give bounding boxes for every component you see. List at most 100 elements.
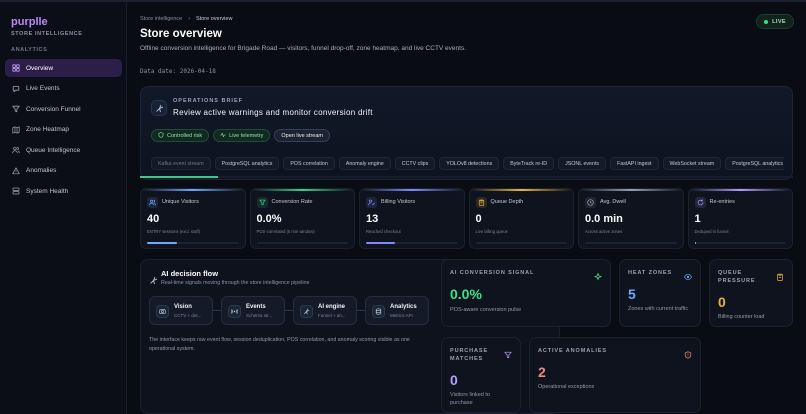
funnel-icon [504,346,512,359]
sidebar-item-label: Conversion Funnel [26,105,81,113]
breadcrumb: Store intelligence › Store overview [140,16,232,22]
metric-label: Unique Visitors [162,199,199,205]
metric-accent-line [250,189,354,191]
brief-progress-track [140,176,793,178]
node-title: AI engine [318,304,346,310]
card-description: Operational exceptions [538,384,595,390]
brand-logo[interactable]: purplle [11,16,48,28]
metric-card-conversion-rate[interactable]: Conversion Rate 0.0% POS-correlated (5 min… [249,188,355,249]
active-anomalies-card: ACTIVE ANOMALIES 2 Operational exception… [529,337,701,413]
sidebar-item-overview[interactable]: Overview [5,59,122,77]
funnel-icon [256,197,268,208]
grid-icon [11,64,20,73]
metric-subtitle: Across active zones [585,229,623,234]
metric-accent-line [360,189,464,191]
sidebar: purplle STORE INTELLIGENCE ANALYTICS Ove… [0,2,127,414]
funnel-icon [11,105,20,114]
metric-progress-track [475,242,567,244]
refresh-icon [694,197,706,208]
card-label: ACTIVE ANOMALIES [538,348,607,354]
eye-icon [684,268,692,280]
controlled-risk-pill[interactable]: Controlled risk [151,129,210,142]
metric-label: Re-entries [709,199,735,205]
metric-subtitle: POS-correlated (5 min window) [256,229,315,234]
node-subtitle: Funnel + an... [318,313,346,318]
page-title: Store overview [140,28,222,40]
clipboard-icon [475,197,487,208]
brief-progress-fill [140,176,219,178]
warning-icon [11,166,20,175]
flow-node-analytics[interactable]: Analytics Metrics API [365,296,429,325]
card-value: 0 [450,372,458,388]
sidebar-item-label: Live Events [26,85,60,92]
sidebar-item-system-health[interactable]: System Health [5,182,122,200]
breadcrumb-root[interactable]: Store intelligence [140,16,183,22]
metric-progress-track [256,242,348,244]
shield-icon [158,131,164,140]
tech-tag: Kafka event stream [151,157,211,170]
metric-card-billing-visitors[interactable]: Billing Visitors 13 Reached checkout [359,188,465,249]
sidebar-item-conversion-funnel[interactable]: Conversion Funnel [5,100,122,118]
card-label: PURCHASE MATCHES [450,348,489,362]
spark-icon [300,305,313,318]
brief-title: Review active warnings and monitor conve… [173,108,373,117]
sidebar-item-label: System Health [26,187,69,195]
card-label: AI CONVERSION SIGNAL [450,270,535,276]
chat-icon [11,84,20,93]
flow-connector [357,310,365,311]
metric-subtitle: Reached checkout [366,229,401,234]
metric-card-unique-visitors[interactable]: Unique Visitors 40 ENTRY sessions (excl. s… [140,188,246,249]
live-telemetry-pill[interactable]: Live telemetry [213,129,271,142]
metric-value: 0.0 min [585,213,623,225]
card-description: Visitors linked to purchase [450,392,490,406]
heat-zones-card: HEAT ZONES 5 Zones with current traffic [619,259,701,327]
flow-node-ai-engine[interactable]: AI engine Funnel + an... [293,296,357,325]
data-date: Data date: 2026-04-18 [140,68,216,75]
sidebar-item-label: Anomalies [26,167,57,174]
sidebar-nav: Overview Live Events Conversion Funnel Z… [5,59,122,203]
sidebar-item-label: Overview [26,64,54,72]
flow-node-vision[interactable]: Vision CCTV + det... [149,296,213,325]
node-subtitle: CCTV + det... [174,313,202,318]
sidebar-item-label: Queue Intelligence [26,146,81,154]
clipboard-icon [776,268,784,281]
server-icon [11,187,20,196]
clock-icon [585,197,596,208]
sidebar-item-anomalies[interactable]: Anomalies [5,162,122,180]
node-title: Analytics [390,304,417,310]
flow-subtitle: Real-time signals moving through the sto… [161,280,310,286]
purchase-matches-card: PURCHASE MATCHES 0 Visitors linked to pu… [441,337,521,413]
metric-value: 0 [475,213,482,225]
camera-icon [156,305,169,318]
metric-progress-track [366,242,458,244]
metric-label: Conversion Rate [271,199,313,205]
sidebar-item-queue-intelligence[interactable]: Queue Intelligence [5,141,122,159]
main-content: Store intelligence › Store overview LIVE… [128,2,804,414]
tech-tag: Anomaly engine [338,157,391,170]
flow-node-events[interactable]: Events Schema str... [221,296,285,325]
metric-accent-line [469,189,573,191]
people-icon [11,146,20,155]
broadcast-icon [228,305,241,318]
sidebar-item-live-events[interactable]: Live Events [5,80,122,98]
metric-accent-line [579,189,683,191]
card-value: 0.0% [450,286,482,302]
tech-tag: PostgreSQL analytics [725,157,784,170]
brief-actions: Controlled risk Live telemetry Open live… [151,129,330,142]
metric-progress-track [694,242,786,244]
user-check-icon [366,197,377,208]
flow-connector [285,310,293,311]
metric-subtitle: ENTRY sessions (excl. staff) [147,229,201,234]
queue-pressure-card: QUEUE PRESSURE 0 Billing counter load [709,259,793,327]
sidebar-item-zone-heatmap[interactable]: Zone Heatmap [5,121,122,139]
tech-tag: CCTV clips [394,157,436,170]
metric-card-queue-depth[interactable]: Queue Depth 0 Live billing queue [468,188,574,249]
metric-card-re-entries[interactable]: Re-entries 1 Deduped in funnel [687,188,793,249]
metric-value: 13 [366,213,379,225]
breadcrumb-current: Store overview [196,16,233,22]
brief-kicker: OPERATIONS BRIEF [173,98,243,104]
tech-tag: PostgreSQL analytics [214,157,280,170]
ai-conversion-signal-card: AI CONVERSION SIGNAL 0.0% POS-aware conv… [441,259,611,327]
open-live-stream-button[interactable]: Open live stream [274,129,330,142]
metric-card-avg-dwell[interactable]: Avg. Dwell 0.0 min Across active zones [578,188,684,249]
